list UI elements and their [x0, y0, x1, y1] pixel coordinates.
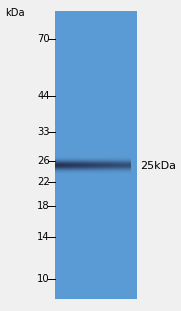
Bar — [55, 11, 137, 299]
Text: 26: 26 — [37, 156, 50, 166]
Text: 25kDa: 25kDa — [140, 161, 176, 171]
Text: 44: 44 — [37, 91, 50, 101]
Text: 22: 22 — [37, 177, 50, 187]
Text: 18: 18 — [37, 201, 50, 211]
Text: 33: 33 — [37, 127, 50, 137]
Text: 14: 14 — [37, 232, 50, 242]
Text: 70: 70 — [37, 34, 50, 44]
Text: kDa: kDa — [5, 8, 25, 18]
Text: 10: 10 — [37, 274, 50, 284]
